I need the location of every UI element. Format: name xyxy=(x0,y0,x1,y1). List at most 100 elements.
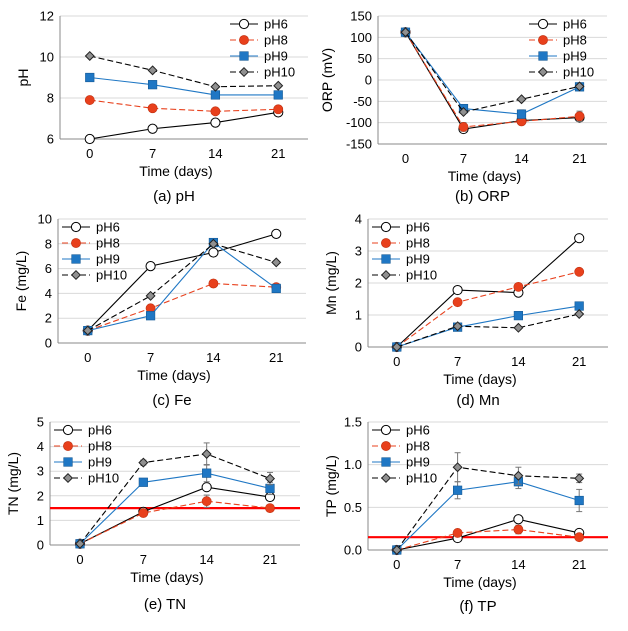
legend-marker-pH8 xyxy=(71,238,81,248)
data-point-pH10 xyxy=(273,80,284,91)
series-line-pH9 xyxy=(405,31,580,115)
y-tick-label: 2 xyxy=(37,488,44,503)
legend-label: pH6 xyxy=(88,423,112,438)
data-point-pH9 xyxy=(265,483,275,494)
data-point-pH8 xyxy=(208,278,219,289)
y-tick-label: 8 xyxy=(45,236,52,251)
panel-caption: (c) Fe xyxy=(152,392,191,409)
data-point-pH10 xyxy=(82,325,93,336)
x-axis-label: Time (days) xyxy=(443,371,516,387)
data-point-pH8 xyxy=(273,104,284,115)
series-line-pH8 xyxy=(89,99,279,112)
y-tick-label: -150 xyxy=(346,137,372,152)
legend-label: pH10 xyxy=(264,65,295,80)
y-tick-label: 50 xyxy=(358,51,372,66)
series-line-pH9 xyxy=(79,472,271,545)
data-point-pH8 xyxy=(201,496,212,507)
panel-caption: (d) Mn xyxy=(456,392,499,409)
y-tick-label: 0 xyxy=(355,340,362,355)
x-axis-label: Time (days) xyxy=(443,574,516,590)
panel-caption: (e) TN xyxy=(144,596,186,613)
x-tick-label: 21 xyxy=(572,354,586,369)
data-point-pH8 xyxy=(84,95,95,105)
series-line-pH6 xyxy=(396,518,580,551)
data-point-pH10 xyxy=(452,462,463,473)
data-point-pH10 xyxy=(74,538,86,549)
y-tick-label: 10 xyxy=(38,212,52,227)
panel-caption: (a) pH xyxy=(153,188,195,205)
data-point-pH10 xyxy=(391,341,402,353)
series-line-pH8 xyxy=(396,271,580,348)
series-line-pH6 xyxy=(396,237,580,348)
data-point-pH6 xyxy=(201,482,212,493)
data-point-pH10 xyxy=(513,470,524,481)
x-tick-label: 7 xyxy=(454,354,461,369)
legend-label: pH8 xyxy=(96,236,120,251)
y-tick-label: -50 xyxy=(353,94,372,109)
series-line-pH8 xyxy=(87,282,277,332)
data-point-pH10 xyxy=(145,290,156,301)
chart-panel-d: 0 1 2 3 4 0 7 14 21 Time (days) Mn (mg/L) pH6pH8pH9… xyxy=(323,212,608,409)
data-point-pH10 xyxy=(138,457,149,468)
x-tick-label: 21 xyxy=(572,557,586,572)
x-tick-label: 21 xyxy=(263,552,277,567)
series-line-pH10 xyxy=(87,243,277,332)
y-tick-label: -100 xyxy=(346,115,372,130)
series-line-pH6 xyxy=(89,111,279,140)
data-point-pH10 xyxy=(574,81,585,92)
series-line-pH6 xyxy=(79,486,271,545)
data-point-pH10 xyxy=(208,238,219,249)
x-tick-label: 0 xyxy=(76,552,83,567)
y-tick-label: 8 xyxy=(47,91,54,106)
legend-marker-pH6 xyxy=(380,424,392,436)
x-tick-label: 0 xyxy=(84,350,91,365)
y-tick-label: 0 xyxy=(37,538,44,553)
data-point-pH9 xyxy=(271,283,281,294)
data-point-pH6 xyxy=(574,233,585,244)
legend-marker-pH6 xyxy=(380,221,392,233)
data-point-pH10 xyxy=(516,94,527,105)
legend-label: pH8 xyxy=(88,439,112,454)
data-point-pH10 xyxy=(452,321,463,332)
y-tick-label: 2 xyxy=(45,311,52,326)
data-point-pH8 xyxy=(265,503,275,513)
chart-panel-b: -150 -100 -50 0 50 100 150 0 7 14 21 Time (days) ORP… xyxy=(319,9,607,205)
x-tick-label: 7 xyxy=(460,151,467,166)
y-tick-label: 4 xyxy=(355,212,362,227)
data-point-pH6 xyxy=(84,133,95,145)
data-point-pH8 xyxy=(513,281,524,292)
data-point-pH10 xyxy=(391,544,402,556)
legend-label: pH6 xyxy=(406,423,430,438)
legend-marker-pH9 xyxy=(239,51,249,61)
legend-marker-pH10 xyxy=(62,472,74,484)
data-point-pH6 xyxy=(271,228,282,239)
x-tick-label: 0 xyxy=(393,557,400,572)
legend-marker-pH10 xyxy=(537,66,549,78)
legend-label: pH9 xyxy=(264,49,288,64)
legend-label: pH9 xyxy=(96,252,120,267)
x-tick-label: 14 xyxy=(511,557,525,572)
y-tick-label: 0.5 xyxy=(344,500,362,515)
x-axis-label: Time (days) xyxy=(448,168,521,184)
y-tick-label: 5 xyxy=(37,415,44,430)
legend-label: pH6 xyxy=(96,220,120,235)
x-tick-label: 21 xyxy=(572,151,586,166)
data-point-pH9 xyxy=(574,495,584,506)
x-tick-label: 21 xyxy=(271,146,285,161)
x-tick-label: 7 xyxy=(140,552,147,567)
x-tick-label: 14 xyxy=(514,151,528,166)
data-point-pH9 xyxy=(210,90,221,100)
y-tick-label: 1.0 xyxy=(344,457,362,472)
data-point-pH8 xyxy=(574,532,585,543)
data-point-pH9 xyxy=(513,311,523,321)
x-axis-label: Time (days) xyxy=(137,367,210,383)
legend-label: pH9 xyxy=(563,49,587,64)
legend-label: pH8 xyxy=(563,33,587,48)
series-line-pH8 xyxy=(396,528,580,551)
data-point-pH10 xyxy=(458,106,469,118)
data-point-pH8 xyxy=(452,528,463,538)
y-tick-label: 3 xyxy=(37,464,44,479)
series-line-pH9 xyxy=(87,241,277,332)
